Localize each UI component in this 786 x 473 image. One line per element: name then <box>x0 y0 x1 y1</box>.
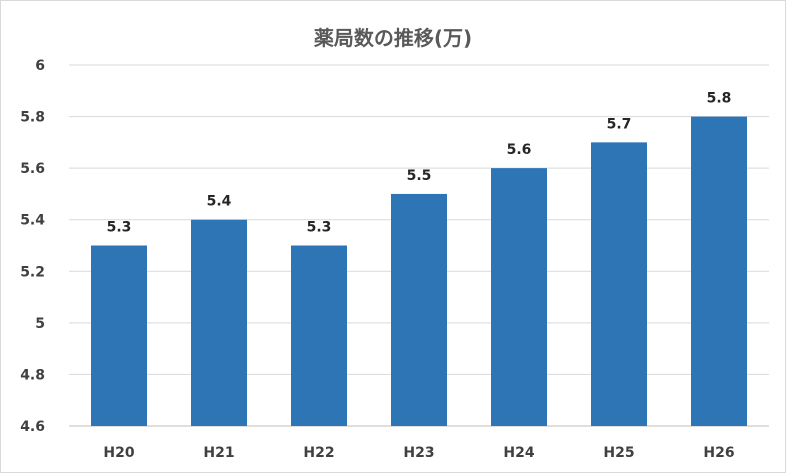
bar-h26 <box>691 116 747 427</box>
x-category-label: H26 <box>703 445 734 461</box>
x-category-label: H23 <box>403 445 434 461</box>
y-tick-label: 5.8 <box>20 110 45 126</box>
bar-h24 <box>491 168 547 426</box>
bar-h23 <box>391 193 447 426</box>
data-label-h23: 5.5 <box>407 168 432 184</box>
y-tick-label: 6 <box>35 58 45 74</box>
data-label-h24: 5.6 <box>507 142 532 158</box>
y-tick-label: 4.6 <box>20 419 45 435</box>
x-category-label: H20 <box>103 445 134 461</box>
data-label-h21: 5.4 <box>207 194 232 210</box>
bar-h20 <box>91 245 147 426</box>
bar-h22 <box>291 245 347 426</box>
x-category-label: H24 <box>503 445 534 461</box>
data-labels: 5.3 5.4 5.3 5.5 5.6 5.7 5.8 <box>107 91 732 236</box>
data-label-h20: 5.3 <box>107 220 132 236</box>
data-label-h25: 5.7 <box>607 116 632 132</box>
x-axis-categories: H20 H21 H22 H23 H24 H25 H26 <box>103 445 734 461</box>
y-axis-ticks: 6 5.8 5.6 5.4 5.2 5 4.8 4.6 <box>20 58 45 435</box>
bar-h25 <box>591 142 647 426</box>
x-category-label: H25 <box>603 445 634 461</box>
bars <box>91 116 747 427</box>
y-tick-label: 5.4 <box>20 213 45 229</box>
y-tick-label: 5 <box>35 316 45 332</box>
data-label-h22: 5.3 <box>307 220 332 236</box>
data-label-h26: 5.8 <box>707 91 732 107</box>
chart-title: 薬局数の推移(万) <box>314 26 472 50</box>
x-category-label: H21 <box>203 445 234 461</box>
y-tick-label: 5.6 <box>20 161 45 177</box>
x-category-label: H22 <box>303 445 334 461</box>
bar-h21 <box>191 219 247 426</box>
y-tick-label: 5.2 <box>20 264 45 280</box>
y-tick-label: 4.8 <box>20 367 45 383</box>
